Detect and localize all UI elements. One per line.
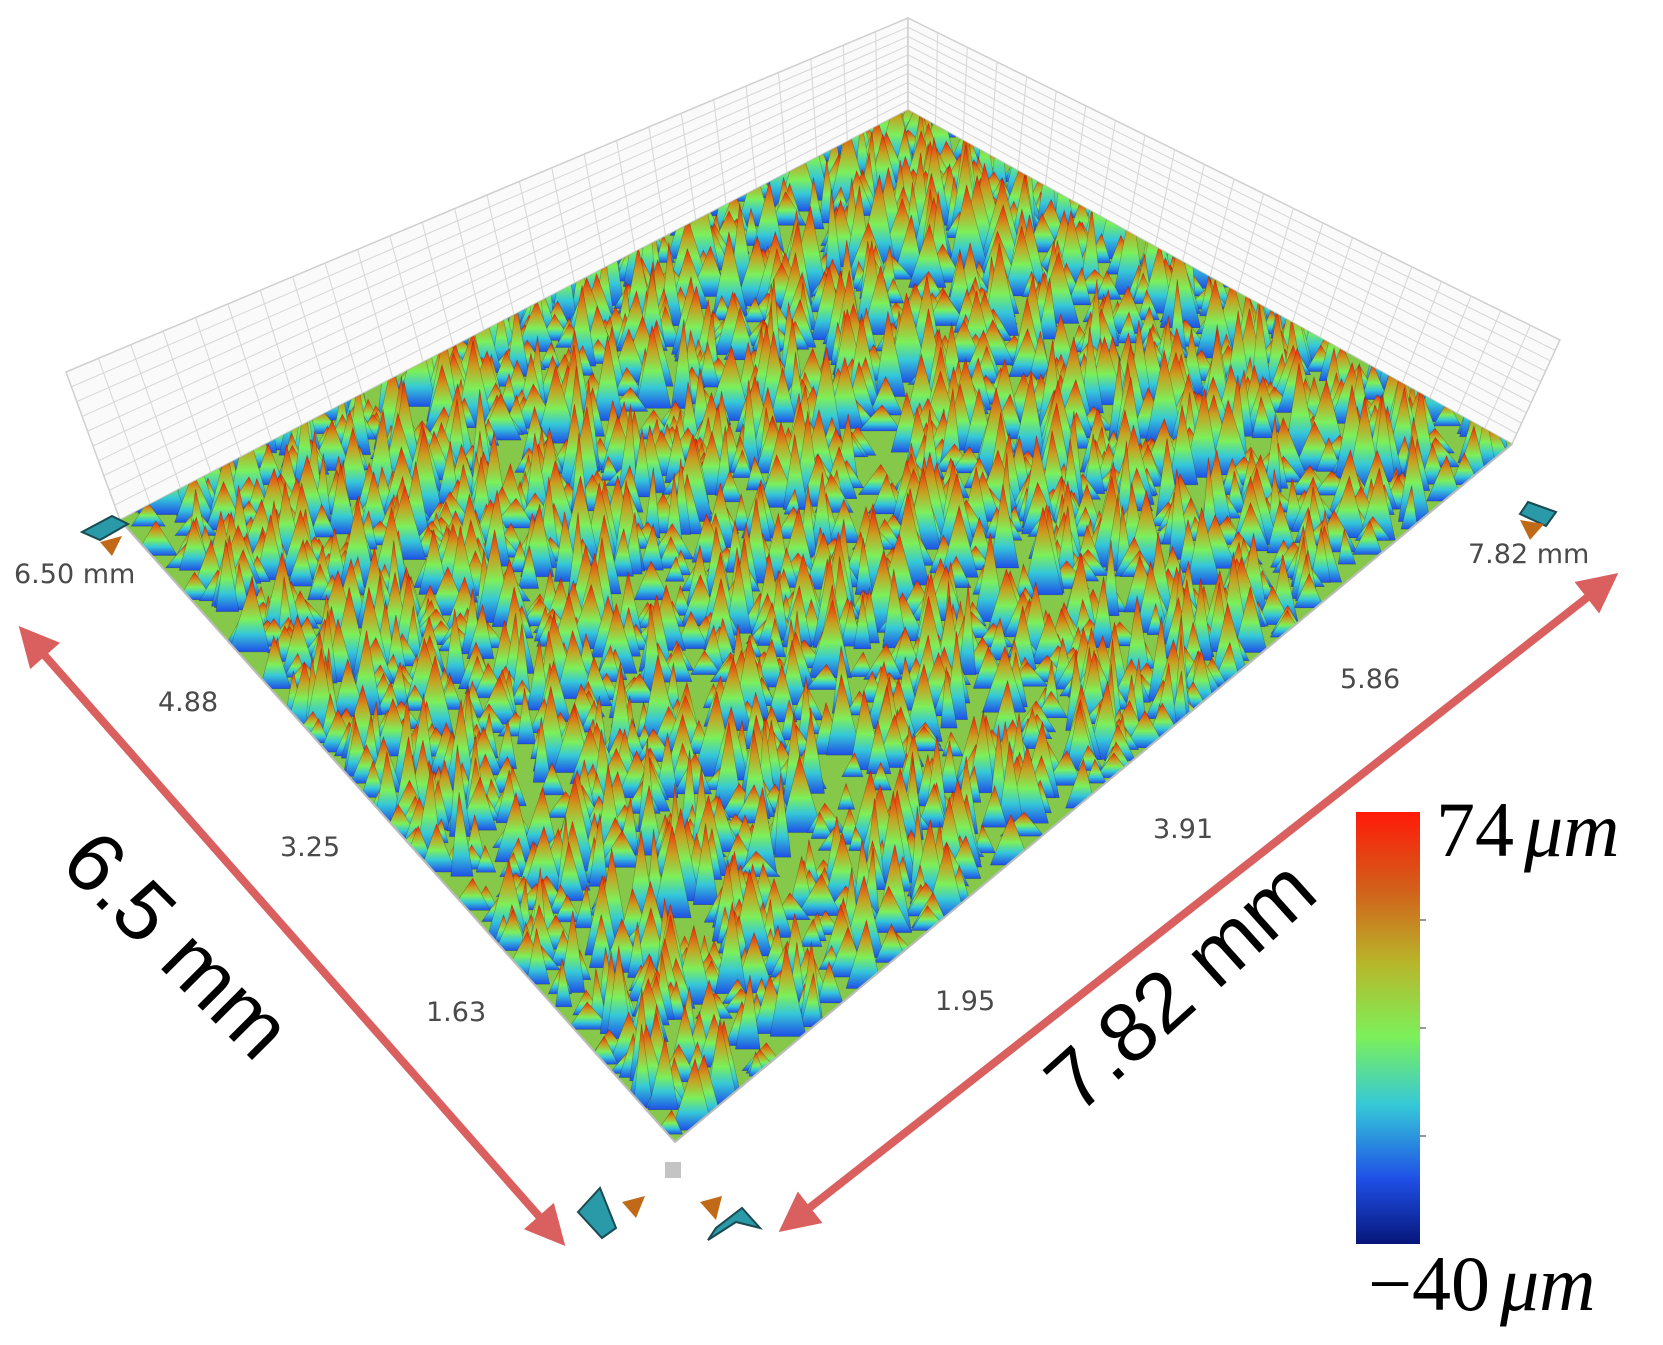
surface-peak bbox=[990, 483, 1020, 569]
colorbar-max-unit: μm bbox=[1523, 786, 1619, 873]
surface-peak bbox=[518, 545, 539, 589]
x-tick-1: 1.95 bbox=[935, 986, 995, 1017]
surface-peak bbox=[1352, 519, 1383, 555]
surface-peak bbox=[559, 910, 586, 993]
surface-peak bbox=[1337, 529, 1357, 565]
surface-peak bbox=[231, 563, 251, 611]
surface-peak bbox=[734, 974, 761, 1050]
surface-peak bbox=[135, 520, 178, 556]
colorbar-max-label: 74 μm bbox=[1436, 786, 1619, 873]
surface-peak bbox=[857, 404, 903, 432]
colorbar-min-value: −40 bbox=[1368, 1240, 1490, 1327]
surface-peak bbox=[634, 785, 664, 856]
y-tick-3: 4.88 bbox=[158, 687, 218, 718]
surface-peak bbox=[1140, 242, 1174, 314]
colorbar: 74 μm −40 μm bbox=[1356, 786, 1619, 1327]
surface-peak bbox=[698, 341, 720, 388]
y-tick-4: 6.50 mm bbox=[14, 559, 135, 590]
surface-peak bbox=[672, 584, 692, 616]
colorbar-gradient bbox=[1356, 812, 1420, 1244]
surface-peak bbox=[736, 850, 781, 877]
surface-peak bbox=[588, 914, 615, 969]
rotate-handle-right-icon[interactable] bbox=[700, 1196, 763, 1241]
surface-peak bbox=[215, 539, 240, 612]
dimension-arrow-left bbox=[18, 625, 566, 1247]
surface-peak bbox=[309, 503, 337, 538]
x-tick-2: 3.91 bbox=[1153, 814, 1213, 845]
surface-peak bbox=[647, 1037, 679, 1111]
colorbar-max-value: 74 bbox=[1436, 786, 1514, 873]
rotate-handle-left-icon[interactable] bbox=[576, 1186, 645, 1240]
surface-peak bbox=[731, 449, 754, 479]
surface-peak bbox=[1432, 401, 1462, 427]
surface-peak bbox=[664, 555, 685, 582]
colorbar-min-unit: μm bbox=[1499, 1240, 1595, 1327]
surface-peak bbox=[925, 290, 968, 327]
surface-peak bbox=[286, 538, 314, 587]
surface-peak bbox=[1037, 277, 1059, 340]
surface-peak bbox=[1251, 395, 1275, 439]
surface-peak bbox=[718, 469, 743, 503]
surface-peak bbox=[1315, 436, 1343, 472]
back-wall-left bbox=[65, 16, 909, 522]
y-tick-1: 1.63 bbox=[426, 997, 486, 1028]
surface-peak bbox=[633, 560, 671, 601]
surface-peak bbox=[574, 885, 594, 929]
surface-peak bbox=[588, 812, 609, 887]
y-tick-2: 3.25 bbox=[280, 832, 340, 863]
back-wall-right bbox=[907, 16, 1561, 446]
rotate-handle-far-right-icon[interactable] bbox=[1518, 500, 1558, 540]
surface-peak bbox=[670, 319, 694, 409]
surface-peak bbox=[635, 325, 672, 409]
surface-peak bbox=[491, 497, 536, 529]
rotate-handle-far-left-icon[interactable] bbox=[79, 514, 131, 556]
x-dimension-label: 7.82 mm bbox=[1027, 841, 1333, 1130]
surface-peak bbox=[692, 823, 719, 905]
surface-peak bbox=[1066, 265, 1092, 306]
surface-peak bbox=[675, 610, 710, 650]
surface-peak bbox=[618, 673, 658, 703]
surface-peak bbox=[592, 335, 624, 421]
surface-peak bbox=[567, 1001, 613, 1030]
surface-peak bbox=[631, 428, 653, 498]
x-tick-3: 5.86 bbox=[1340, 664, 1400, 695]
surface-peak bbox=[255, 514, 285, 581]
surface-peak bbox=[178, 518, 213, 571]
surface-peak bbox=[536, 365, 579, 444]
surface-peak bbox=[328, 464, 358, 535]
surface-peak bbox=[870, 473, 901, 515]
colorbar-min-label: −40 μm bbox=[1368, 1240, 1595, 1327]
surface-peak bbox=[598, 829, 642, 868]
x-tick-4: 7.82 mm bbox=[1468, 539, 1589, 570]
dimension-arrow-right bbox=[778, 573, 1619, 1232]
surface-peak bbox=[609, 528, 634, 577]
surface-peak bbox=[769, 367, 797, 423]
surface-peak bbox=[745, 456, 769, 491]
origin-marker bbox=[665, 1162, 681, 1178]
surface-peak bbox=[690, 650, 722, 675]
surface-peak bbox=[743, 296, 766, 323]
surface-peak bbox=[733, 493, 751, 531]
y-dimension-label: 6.5 mm bbox=[45, 812, 310, 1077]
surface-peak bbox=[1183, 388, 1221, 478]
surface-peak bbox=[130, 501, 166, 527]
